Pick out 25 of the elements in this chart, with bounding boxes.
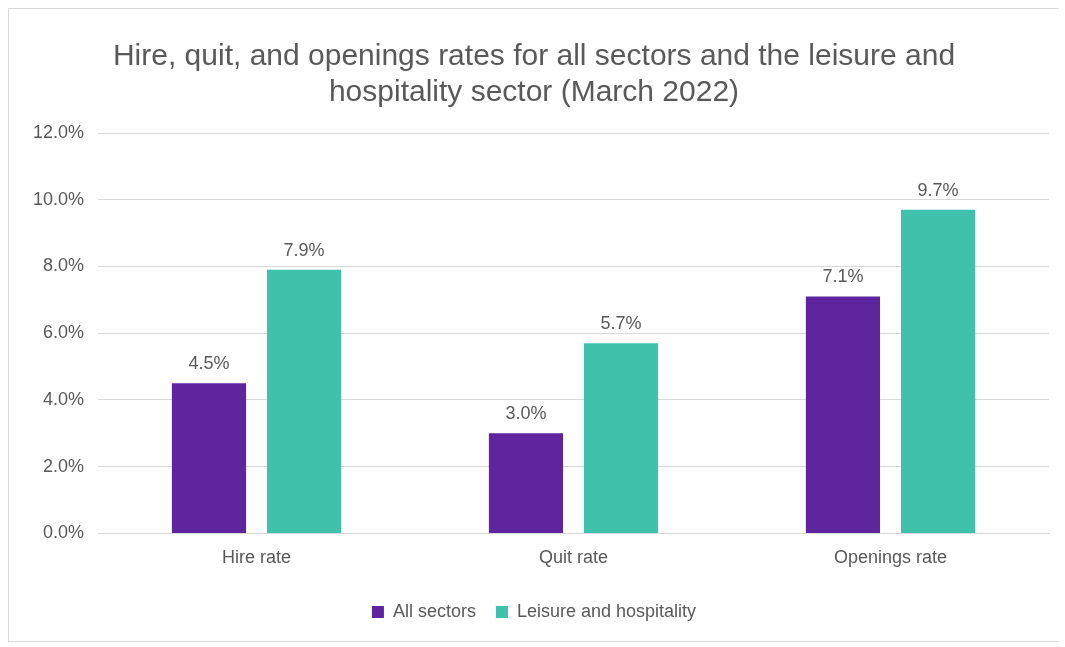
x-tick-label: Openings rate [833, 547, 948, 568]
bar [266, 269, 342, 533]
y-tick-label: 2.0% [43, 455, 85, 476]
data-label: 7.9% [283, 239, 325, 260]
chart-title: Hire, quit, and openings rates for all sectors and the leisure and hospitality sector (March 2022) [112, 38, 956, 108]
y-tick-label: 12.0% [32, 121, 85, 142]
data-label: 5.7% [600, 313, 642, 334]
data-label: 7.1% [822, 266, 864, 287]
bar [900, 209, 976, 533]
bar [488, 433, 564, 533]
y-tick-label: 10.0% [32, 188, 85, 209]
bar [171, 383, 247, 533]
x-tick-label: Quit rate [539, 547, 609, 568]
y-tick-label: 6.0% [43, 322, 85, 343]
legend-label: All sectors [392, 600, 476, 621]
y-tick-label: 4.0% [43, 388, 85, 409]
legend-label: Leisure and hospitality [516, 600, 697, 621]
data-label: 4.5% [188, 353, 230, 374]
x-tick-label: Hire rate [222, 547, 292, 568]
data-label: 9.7% [917, 179, 959, 200]
bar [805, 296, 881, 533]
y-tick-label: 0.0% [43, 522, 85, 543]
data-label: 3.0% [505, 403, 547, 424]
y-tick-label: 8.0% [43, 255, 85, 276]
bar [583, 343, 659, 533]
